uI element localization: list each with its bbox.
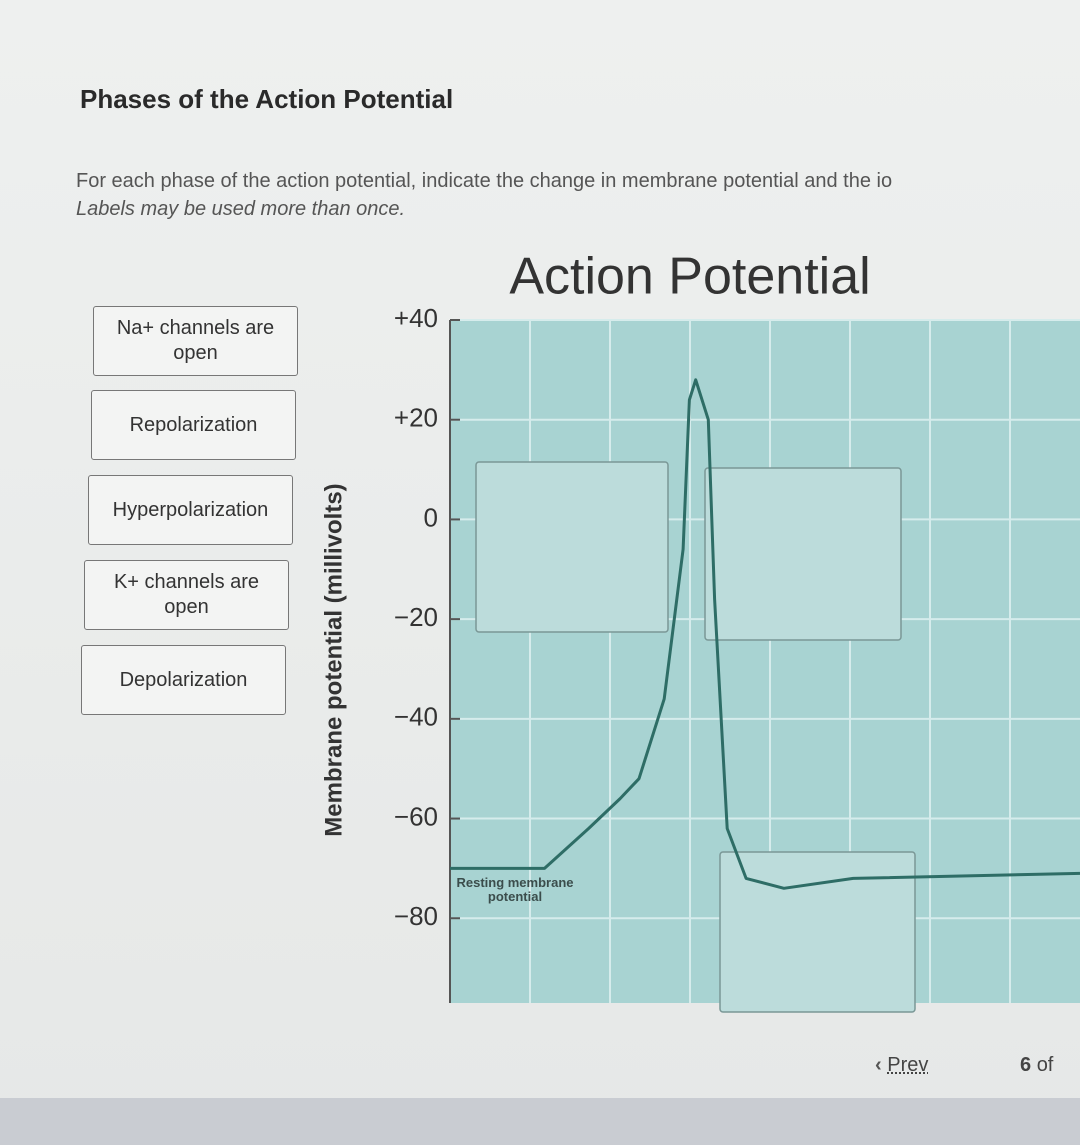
drag-label[interactable]: K+ channels are open (84, 560, 289, 630)
y-tick-label: +40 (394, 303, 438, 333)
drag-label[interactable]: Hyperpolarization (88, 475, 293, 545)
page-indicator: 6 of (1020, 1054, 1053, 1077)
y-tick-label: −20 (394, 602, 438, 632)
instruction: For each phase of the action potential, … (76, 170, 893, 192)
y-axis-label: Membrane potential (millivolts) (320, 483, 347, 836)
chart: Action Potential Membrane potential (mil… (320, 248, 1080, 1013)
drop-zone[interactable] (475, 461, 669, 633)
prev-label[interactable]: Prev (887, 1054, 929, 1076)
taskbar (0, 1098, 1080, 1145)
drag-label[interactable]: Repolarization (91, 390, 296, 460)
annotation: Resting membrane potential (456, 875, 574, 905)
y-tick-label: −80 (394, 901, 438, 931)
chart-title: Action Potential (509, 248, 870, 306)
drag-label[interactable]: Na+ channels are open (93, 306, 298, 376)
prev-button[interactable]: ‹ Prev (875, 1054, 929, 1076)
y-tick-label: +20 (394, 403, 438, 433)
drag-label[interactable]: Depolarization (81, 645, 286, 715)
y-tick-label: 0 (424, 502, 438, 532)
drop-zone[interactable] (719, 851, 916, 1013)
y-tick-label: −60 (394, 801, 438, 831)
page-number: 6 (1020, 1054, 1032, 1076)
page-of: of (1036, 1054, 1054, 1076)
instruction-note: Labels may be used more than once. (76, 198, 406, 220)
membrane-potential-line (450, 378, 1080, 890)
drop-zone[interactable] (704, 467, 902, 641)
y-tick-label: −40 (394, 702, 438, 732)
page-title: Phases of the Action Potential (80, 84, 454, 114)
